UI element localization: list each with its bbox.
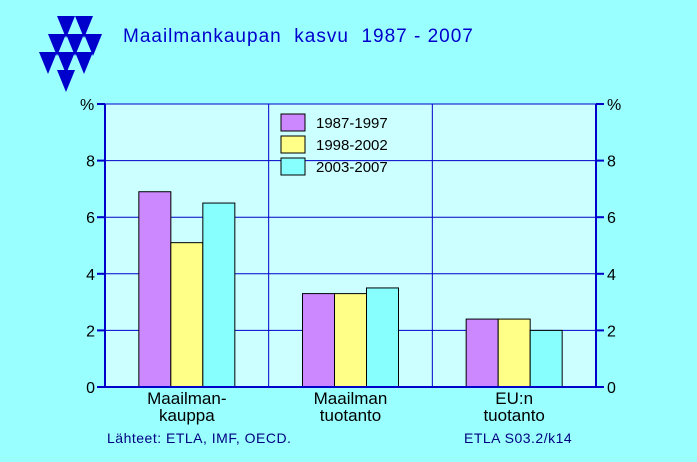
y-tick-label-left: 0 <box>86 380 95 397</box>
y-tick-label-right: 6 <box>607 210 616 227</box>
figure-code: ETLA S03.2/k14 <box>464 430 573 446</box>
category-label: Maailman <box>314 389 388 408</box>
legend-label: 1998-2002 <box>316 137 388 154</box>
y-tick-label-left: 2 <box>86 323 95 340</box>
y-tick-label-right: 0 <box>607 380 616 397</box>
logo-triangle <box>75 16 93 38</box>
y-tick-label-left: 4 <box>86 267 95 284</box>
bar <box>465 318 499 388</box>
y-unit-right: % <box>607 97 621 114</box>
category-label: tuotanto <box>483 406 544 425</box>
bar <box>366 287 399 388</box>
category-label: kauppa <box>159 406 215 425</box>
category-label: EU:n <box>495 389 533 408</box>
bar <box>334 293 367 388</box>
bar <box>302 293 335 388</box>
category-label: Maailman- <box>147 389 226 408</box>
legend-label: 2003-2007 <box>316 159 388 176</box>
logo-triangle <box>66 34 84 56</box>
logo-triangle <box>75 52 93 74</box>
y-tick-label-left: 8 <box>86 154 95 171</box>
logo-triangle <box>57 70 75 92</box>
y-tick-label-left: 6 <box>86 210 95 227</box>
logo-triangle <box>57 52 75 74</box>
bar <box>497 318 531 388</box>
bar <box>202 202 236 388</box>
y-unit-left: % <box>80 97 94 114</box>
y-tick-label-right: 8 <box>607 154 616 171</box>
y-tick-label-right: 2 <box>607 323 616 340</box>
legend-swatch <box>280 157 306 176</box>
category-label: tuotanto <box>320 406 381 425</box>
logo-triangle <box>39 52 57 74</box>
logo-triangle <box>48 34 66 56</box>
logo-triangle <box>84 34 102 56</box>
logo-triangle <box>57 16 75 38</box>
logo <box>39 16 102 92</box>
bar <box>170 242 204 388</box>
legend-label: 1987-1997 <box>316 115 388 132</box>
page-title: Maailmankaupan kasvu 1987 - 2007 <box>123 26 474 47</box>
y-tick-label-right: 4 <box>607 267 616 284</box>
legend-swatch <box>280 135 306 154</box>
bar <box>138 191 172 388</box>
source-note: Lähteet: ETLA, IMF, OECD. <box>107 430 292 446</box>
legend-swatch <box>280 113 306 132</box>
bar <box>529 329 563 388</box>
